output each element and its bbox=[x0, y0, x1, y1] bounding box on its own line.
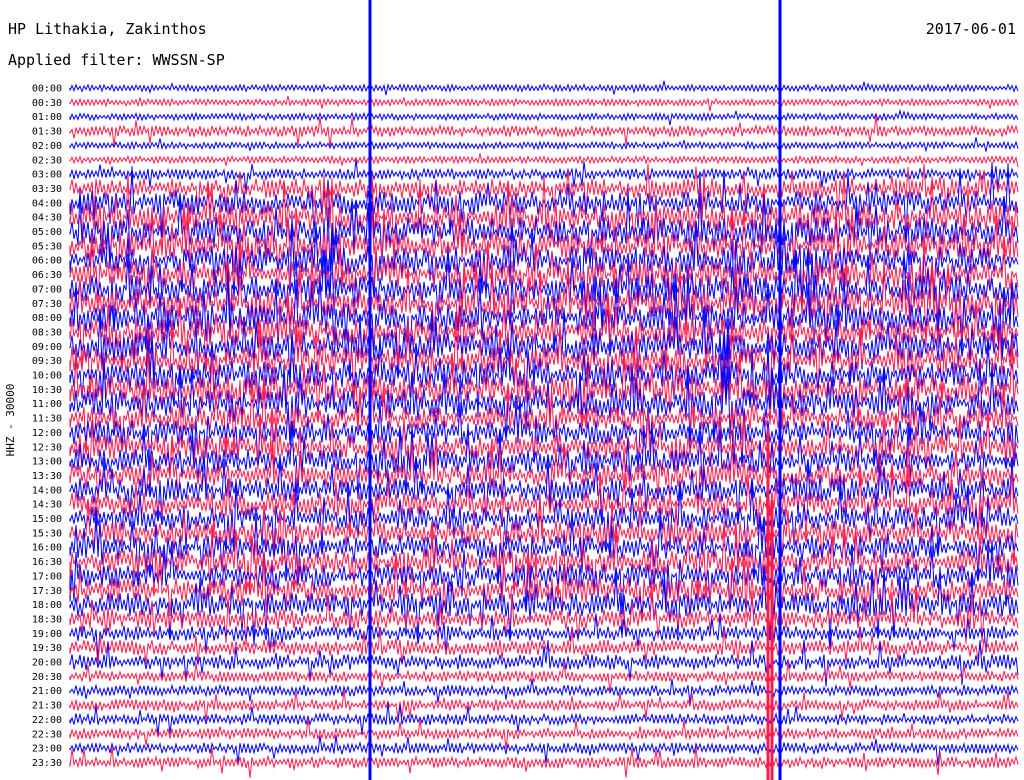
trace-row bbox=[69, 329, 1019, 418]
row-label: 00:30 bbox=[32, 98, 62, 109]
row-label: 19:00 bbox=[32, 629, 62, 640]
trace-row bbox=[69, 187, 1019, 277]
filter-label: Applied filter: WWSSN-SP bbox=[8, 51, 225, 69]
trace-row bbox=[69, 702, 1019, 736]
trace-row bbox=[69, 550, 1019, 623]
trace-row bbox=[69, 565, 1019, 647]
row-label: 22:00 bbox=[32, 715, 62, 726]
row-label: 08:30 bbox=[32, 327, 62, 338]
trace-row bbox=[69, 627, 1019, 667]
row-label: 23:30 bbox=[32, 758, 62, 769]
row-label: 12:00 bbox=[32, 428, 62, 439]
row-label: 05:00 bbox=[32, 227, 62, 238]
trace-row bbox=[69, 586, 1019, 646]
row-label: 03:00 bbox=[32, 170, 62, 181]
row-label: 19:30 bbox=[32, 643, 62, 654]
row-label: 17:00 bbox=[32, 571, 62, 582]
trace-row bbox=[69, 377, 1019, 456]
trace-row bbox=[69, 496, 1019, 567]
trace-row bbox=[69, 613, 1019, 659]
row-label: 13:00 bbox=[32, 457, 62, 468]
row-label: 16:00 bbox=[32, 543, 62, 554]
row-label: 04:00 bbox=[32, 198, 62, 209]
trace-row bbox=[69, 171, 1019, 266]
trace-row bbox=[69, 717, 1019, 750]
row-label: 11:30 bbox=[32, 414, 62, 425]
row-label: 15:00 bbox=[32, 514, 62, 525]
trace-row bbox=[69, 231, 1019, 320]
row-label: 14:00 bbox=[32, 485, 62, 496]
row-label: 14:30 bbox=[32, 500, 62, 511]
trace-row bbox=[69, 660, 1019, 694]
row-label: 02:30 bbox=[32, 155, 62, 166]
row-label: 07:30 bbox=[32, 299, 62, 310]
row-label: 03:30 bbox=[32, 184, 62, 195]
trace-row bbox=[69, 153, 1019, 168]
row-label: 08:00 bbox=[32, 313, 62, 324]
trace-row bbox=[69, 678, 1019, 704]
trace-row bbox=[69, 520, 1019, 600]
row-label: 05:30 bbox=[32, 241, 62, 252]
row-label: 02:00 bbox=[32, 141, 62, 152]
trace-row bbox=[69, 253, 1019, 349]
trace-row bbox=[69, 478, 1019, 556]
row-label: 09:00 bbox=[32, 342, 62, 353]
row-label: 07:00 bbox=[32, 284, 62, 295]
row-label: 00:00 bbox=[32, 84, 62, 95]
row-label: 22:30 bbox=[32, 729, 62, 740]
trace-row bbox=[69, 539, 1019, 614]
row-label: 09:30 bbox=[32, 356, 62, 367]
row-label: 13:30 bbox=[32, 471, 62, 482]
station-title: HP Lithakia, Zakinthos bbox=[8, 20, 207, 38]
trace-row bbox=[69, 735, 1019, 766]
trace-row bbox=[69, 509, 1019, 589]
trace-layer bbox=[69, 0, 1019, 780]
trace-row bbox=[69, 269, 1019, 365]
row-label: 20:30 bbox=[32, 672, 62, 683]
trace-row bbox=[69, 159, 1019, 191]
row-label: 18:00 bbox=[32, 600, 62, 611]
row-label: 10:30 bbox=[32, 385, 62, 396]
trace-row bbox=[69, 80, 1019, 96]
trace-row bbox=[69, 358, 1019, 449]
row-label: 06:00 bbox=[32, 256, 62, 267]
row-label: 06:30 bbox=[32, 270, 62, 281]
trace-row bbox=[69, 137, 1019, 153]
row-label-layer: 00:00 00:30 01:00 01:30 02:00 02:30 03:00 03:30… bbox=[32, 84, 62, 769]
trace-row bbox=[69, 435, 1019, 514]
trace-row bbox=[69, 421, 1019, 500]
row-label: 23:00 bbox=[32, 744, 62, 755]
row-label: 04:30 bbox=[32, 213, 62, 224]
row-label: 17:30 bbox=[32, 586, 62, 597]
row-label: 01:30 bbox=[32, 127, 62, 138]
trace-row bbox=[69, 639, 1019, 687]
row-label: 21:30 bbox=[32, 701, 62, 712]
date-label: 2017-06-01 bbox=[925, 20, 1016, 38]
trace-row bbox=[69, 95, 1019, 112]
row-label: 21:00 bbox=[32, 686, 62, 697]
row-label: 16:30 bbox=[32, 557, 62, 568]
trace-row bbox=[69, 312, 1019, 405]
trace-row bbox=[69, 689, 1019, 722]
row-label: 15:30 bbox=[32, 528, 62, 539]
trace-row bbox=[69, 108, 1019, 126]
row-label: 18:30 bbox=[32, 614, 62, 625]
row-label: 01:00 bbox=[32, 112, 62, 123]
row-label: 11:00 bbox=[32, 399, 62, 410]
trace-row bbox=[69, 396, 1019, 473]
trace-row bbox=[69, 746, 1019, 778]
trace-row bbox=[69, 200, 1019, 296]
trace-row bbox=[69, 115, 1019, 148]
trace-row bbox=[69, 339, 1019, 432]
row-label: 12:30 bbox=[32, 442, 62, 453]
row-label: 10:00 bbox=[32, 371, 62, 382]
row-label: 20:00 bbox=[32, 658, 62, 669]
